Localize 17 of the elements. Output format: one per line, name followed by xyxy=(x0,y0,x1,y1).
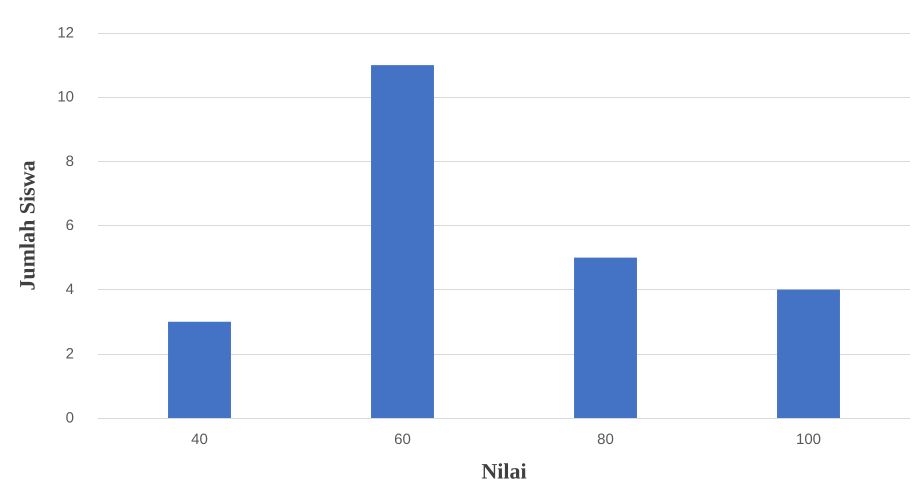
y-tick-label: 10 xyxy=(57,88,74,106)
y-tick-label: 2 xyxy=(66,345,74,362)
bar xyxy=(574,258,637,418)
x-tick-label: 60 xyxy=(394,431,411,448)
y-tick-label: 4 xyxy=(66,281,74,298)
y-tick-label: 12 xyxy=(57,24,74,42)
bar xyxy=(168,322,231,418)
y-tick-label: 6 xyxy=(66,217,74,234)
bar xyxy=(777,290,840,418)
y-tick-label: 8 xyxy=(66,152,74,170)
x-axis-title: Nilai xyxy=(481,458,527,484)
y-axis-title: Jumlah Siswa xyxy=(14,160,40,291)
x-tick-label: 100 xyxy=(796,431,822,448)
x-tick-label: 80 xyxy=(597,431,614,448)
bar xyxy=(371,65,434,418)
y-tick-label: 0 xyxy=(66,410,74,426)
x-tick-label: 40 xyxy=(191,431,208,448)
